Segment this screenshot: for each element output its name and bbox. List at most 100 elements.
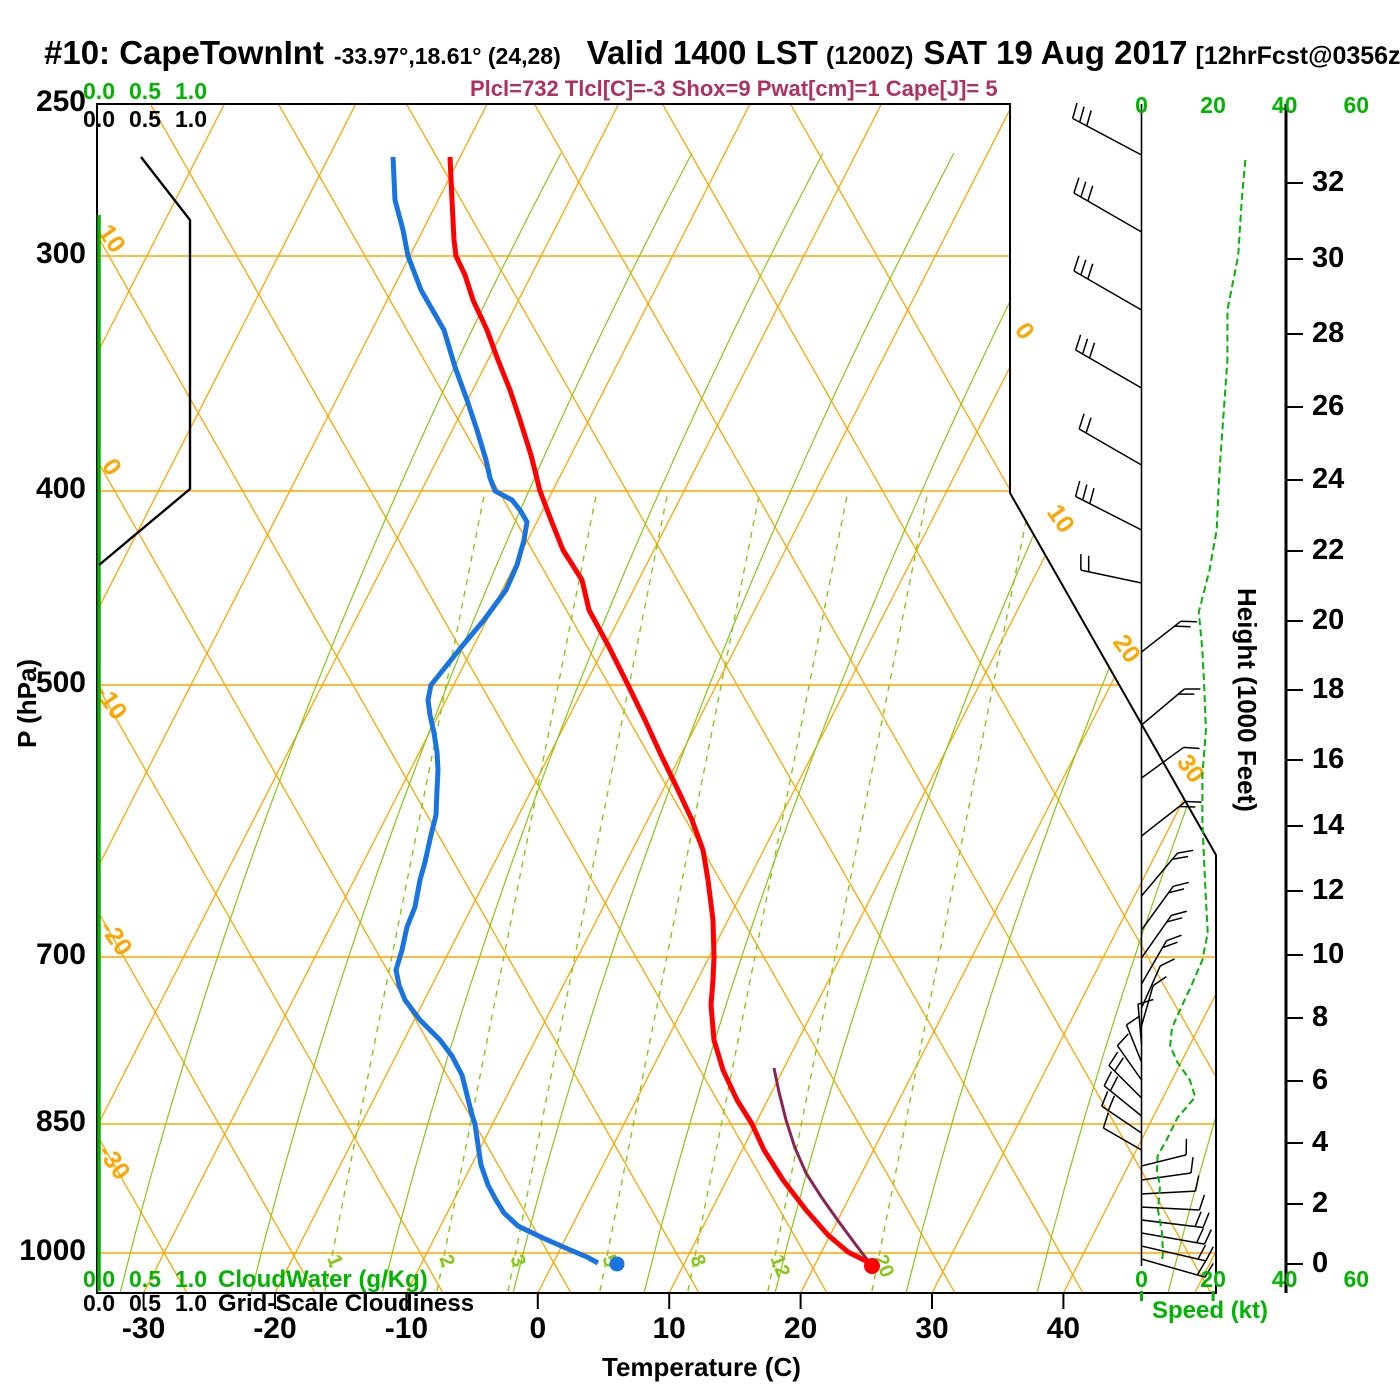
- wind-barb: [1101, 1091, 1142, 1134]
- dry-adiabat-0: [97, 104, 572, 1293]
- temperature-tick-label: 40: [1046, 1312, 1081, 1345]
- wind-barb: [1074, 480, 1142, 531]
- station-coords: -33.97°,18.61° (24,28): [333, 43, 561, 69]
- pressure-tick-label-850: 850: [35, 1105, 86, 1138]
- cloudiness-profile: [98, 156, 192, 566]
- cloudiness-scale-bottom: 1.0: [175, 1290, 207, 1316]
- isotherm--30: [143, 104, 751, 1293]
- wind-barb: [1141, 688, 1201, 726]
- temperature-tick-label: -10: [384, 1312, 429, 1345]
- wind-barb: [1141, 746, 1200, 779]
- station-title: #10: CapeTownInt: [44, 34, 324, 71]
- pressure-tick-label-300: 300: [35, 237, 86, 270]
- moist-adiabat: [119, 152, 562, 1293]
- isotherm--40: [97, 104, 620, 1293]
- isotherm--70: [97, 104, 225, 1293]
- wind-barb: [1140, 910, 1187, 959]
- dry-adiabat-20: [149, 104, 828, 1293]
- temperature-curve: [447, 156, 870, 1265]
- mixing-ratio-line-20: [871, 492, 1033, 1292]
- dry-adiabat-30: [277, 104, 956, 1293]
- cloudwater-scale-bottom: 0.5: [129, 1266, 161, 1292]
- temperature-tick-label: 0: [529, 1312, 547, 1345]
- wind-barb: [1141, 1175, 1200, 1195]
- isotherm-label: 10: [1041, 499, 1080, 538]
- cloudiness-caption: Grid-Scale Cloudiness: [218, 1290, 475, 1317]
- wind-barb: [1141, 620, 1197, 653]
- wind-barb: [1141, 1194, 1206, 1211]
- cloudwater-scale-top: 0.0: [83, 78, 115, 104]
- isotherm-10: [668, 104, 1216, 1293]
- plot-frame: [96, 103, 1217, 1294]
- isotherm--60: [97, 104, 357, 1293]
- mixing-ratio-label: 2: [434, 1252, 459, 1271]
- height-tick-label-6: 6: [1312, 1064, 1329, 1096]
- wind-barb: [1125, 1015, 1143, 1063]
- temperature-tick-label: -20: [253, 1312, 297, 1345]
- wind-speed-profile: [1155, 159, 1247, 1264]
- height-tick-label-16: 16: [1312, 743, 1345, 775]
- wind-barb: [1080, 554, 1142, 584]
- height-axis-title: Height (1000 Feet): [1232, 588, 1262, 812]
- height-tick-label-10: 10: [1312, 938, 1345, 970]
- height-tick-label-18: 18: [1312, 673, 1345, 705]
- wind-barbs: [1071, 102, 1214, 1278]
- valid-date: SAT 19 Aug 2017: [923, 34, 1188, 71]
- dry-adiabat-70: [789, 104, 1216, 1293]
- valid-time: Valid 1400 LST: [586, 34, 818, 71]
- isotherm-0: [537, 104, 1145, 1293]
- wind-barb: [1141, 1227, 1212, 1245]
- cloudiness-scale-top: 0.0: [83, 106, 115, 132]
- moist-adiabat: [905, 152, 1216, 1293]
- speed-scale-top: 40: [1271, 92, 1298, 118]
- wind-barb: [1140, 881, 1189, 931]
- mixing-ratio-label: 12: [765, 1252, 794, 1281]
- speed-scale-top: 0: [1135, 92, 1148, 118]
- isotherm-label: 20: [1107, 629, 1146, 668]
- temperature-tick-label: 30: [915, 1312, 949, 1345]
- mixing-ratio-line-8: [687, 492, 849, 1292]
- temperature-tick-label: 10: [652, 1312, 686, 1345]
- height-tick-label-4: 4: [1312, 1126, 1329, 1158]
- cloudwater-scale-top: 0.5: [129, 78, 161, 104]
- height-tick-label-14: 14: [1312, 809, 1345, 841]
- valid-zulu: (1200Z): [825, 42, 914, 70]
- mixing-ratio-line-5: [599, 492, 761, 1292]
- moist-adiabat: [774, 152, 1216, 1293]
- wind-barb: [1071, 102, 1142, 156]
- dry-adiabat-50: [533, 104, 1212, 1293]
- speed-scale-bottom: 0: [1135, 1266, 1148, 1292]
- speed-scale-top: 20: [1200, 92, 1226, 118]
- cloudiness-scale-bottom: 0.0: [83, 1290, 115, 1316]
- wind-barb: [1078, 413, 1142, 466]
- isotherm-30: [931, 104, 1216, 1293]
- dry-adiabat-40: [405, 104, 1084, 1293]
- wind-barb: [1141, 1157, 1194, 1181]
- wind-barb: [1073, 177, 1142, 233]
- height-tick-label-20: 20: [1312, 604, 1345, 636]
- wind-barb: [1103, 1071, 1142, 1117]
- mixing-ratio-line-12: [767, 492, 929, 1292]
- height-tick-label-0: 0: [1312, 1247, 1329, 1279]
- wind-barb: [1140, 849, 1194, 897]
- pressure-tick-label-1000: 1000: [19, 1234, 86, 1267]
- temperature-tick-label: -30: [121, 1312, 166, 1345]
- wind-barb: [1140, 934, 1182, 985]
- temperature-axis-title: Temperature (C): [602, 1352, 801, 1382]
- height-tick-label-22: 22: [1312, 534, 1345, 566]
- moist-adiabat: [643, 152, 1086, 1293]
- isotherm-20: [800, 104, 1216, 1293]
- isotherm-40: [1062, 104, 1216, 1293]
- background-lattice: [97, 104, 1216, 1293]
- isotherm--50: [97, 104, 488, 1293]
- surface-dewpoint-dot: [609, 1256, 625, 1272]
- pressure-tick-label-400: 400: [35, 472, 86, 505]
- wind-barb: [1073, 255, 1142, 311]
- height-tick-label-8: 8: [1312, 1001, 1329, 1033]
- wind-barb: [1141, 1244, 1214, 1262]
- height-tick-label-12: 12: [1312, 874, 1345, 906]
- mixing-ratio-line-3: [507, 492, 669, 1292]
- pressure-tick-label-700: 700: [35, 938, 86, 971]
- dry-adiabat-label: -10: [89, 679, 133, 725]
- moist-adiabat: [1036, 152, 1216, 1293]
